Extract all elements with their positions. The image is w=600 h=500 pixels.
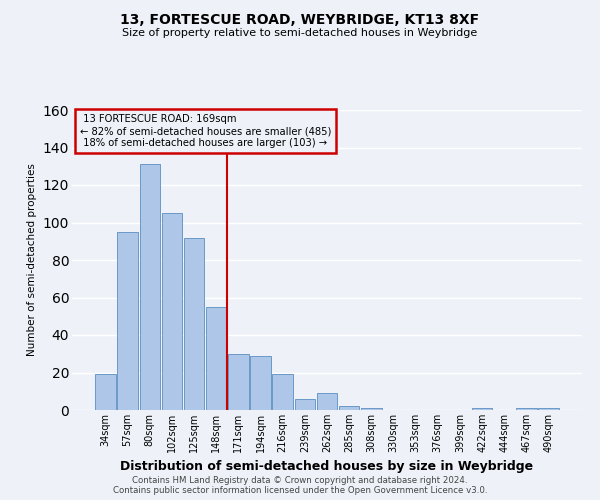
Bar	[228, 354, 248, 410]
Text: 13, FORTESCUE ROAD, WEYBRIDGE, KT13 8XF: 13, FORTESCUE ROAD, WEYBRIDGE, KT13 8XF	[121, 12, 479, 26]
Text: Contains public sector information licensed under the Open Government Licence v3: Contains public sector information licen…	[113, 486, 487, 495]
Bar	[361, 408, 382, 410]
Bar	[184, 238, 204, 410]
X-axis label: Distribution of semi-detached houses by size in Weybridge: Distribution of semi-detached houses by …	[121, 460, 533, 473]
Bar	[339, 406, 359, 410]
Bar	[161, 213, 182, 410]
Bar	[206, 307, 226, 410]
Bar	[317, 393, 337, 410]
Text: 13 FORTESCUE ROAD: 169sqm
← 82% of semi-detached houses are smaller (485)
 18% o: 13 FORTESCUE ROAD: 169sqm ← 82% of semi-…	[80, 114, 331, 148]
Y-axis label: Number of semi-detached properties: Number of semi-detached properties	[27, 164, 37, 356]
Bar	[118, 232, 138, 410]
Bar	[95, 374, 116, 410]
Text: Contains HM Land Registry data © Crown copyright and database right 2024.: Contains HM Land Registry data © Crown c…	[132, 476, 468, 485]
Text: Size of property relative to semi-detached houses in Weybridge: Size of property relative to semi-detach…	[122, 28, 478, 38]
Bar	[250, 356, 271, 410]
Bar	[516, 408, 536, 410]
Bar	[272, 374, 293, 410]
Bar	[140, 164, 160, 410]
Bar	[295, 399, 315, 410]
Bar	[538, 408, 559, 410]
Bar	[472, 408, 493, 410]
